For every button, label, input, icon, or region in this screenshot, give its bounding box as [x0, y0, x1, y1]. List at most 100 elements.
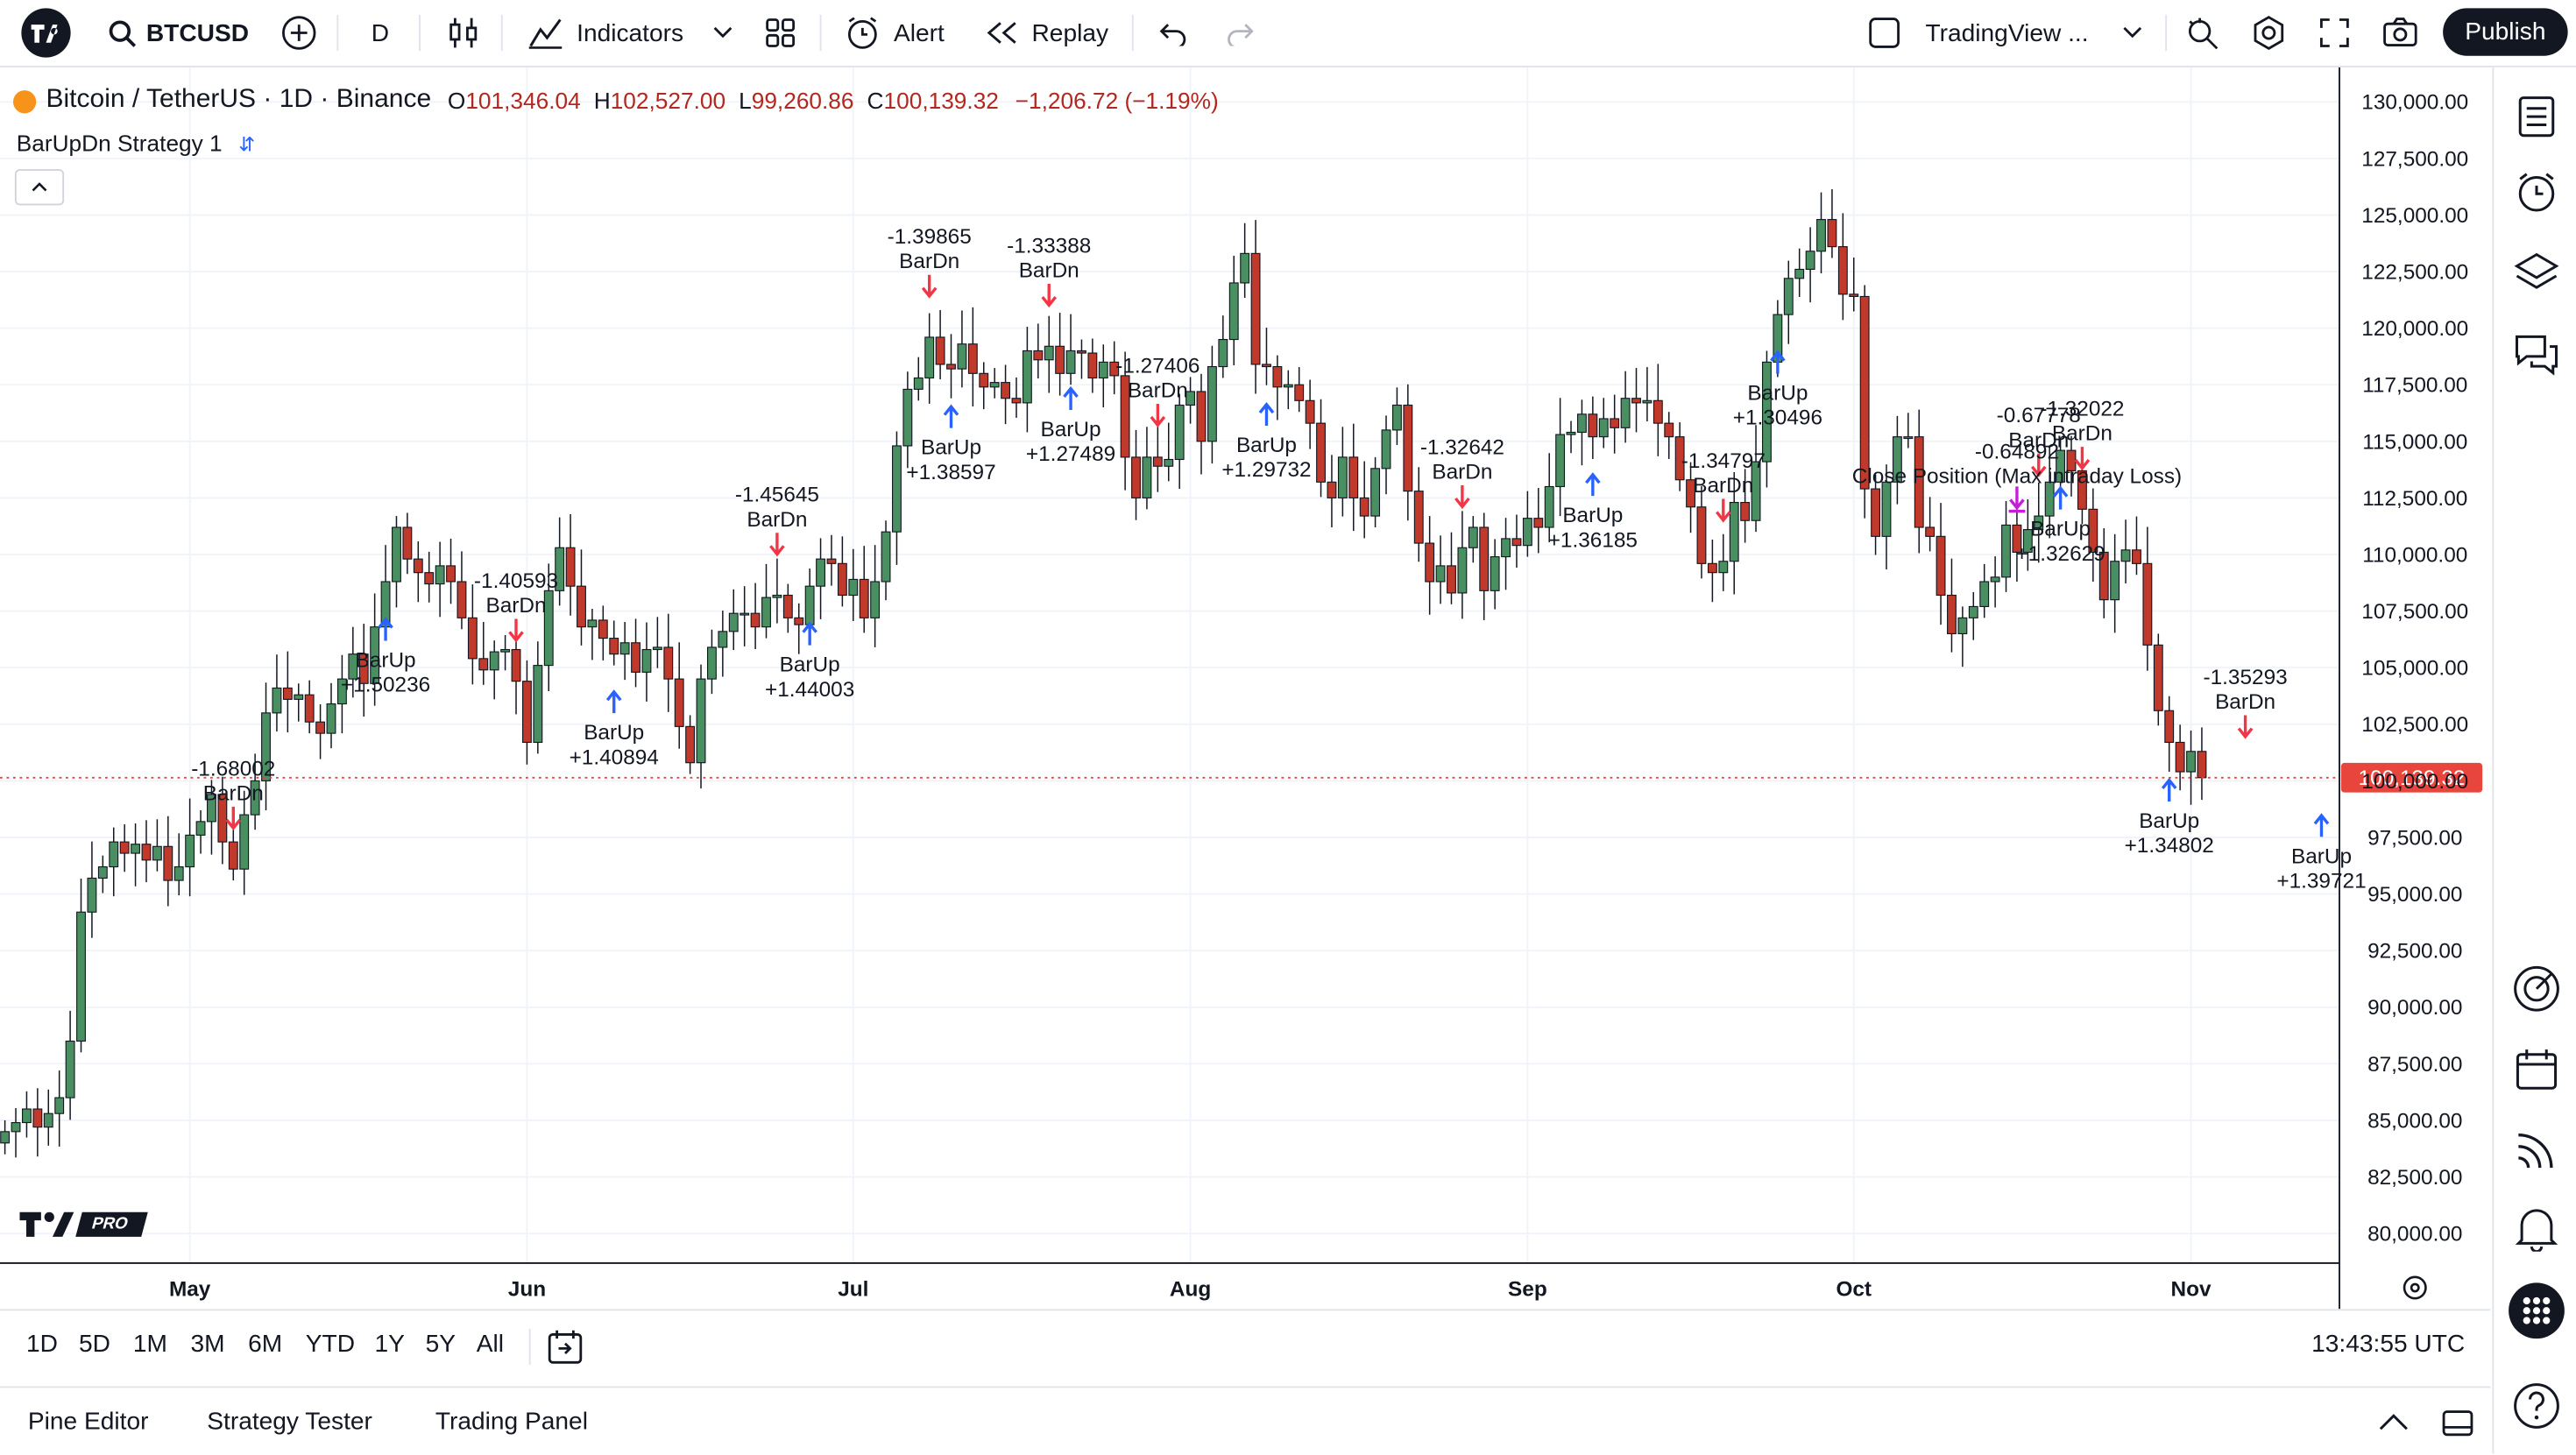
signal-down-arrow — [1043, 284, 1056, 305]
chevron-up-icon — [32, 182, 48, 192]
clock-label[interactable]: 13:43:55 UTC — [2311, 1331, 2465, 1359]
candle-body — [1284, 385, 1292, 387]
tab-pine-editor[interactable]: Pine Editor — [28, 1408, 149, 1436]
range-1m[interactable]: 1M — [133, 1331, 167, 1359]
indicators-button[interactable]: Indicators — [527, 0, 683, 66]
candle-body — [1578, 414, 1587, 433]
candle-body — [1806, 251, 1815, 270]
publish-button[interactable]: Publish — [2443, 8, 2568, 55]
candle-body — [1327, 482, 1336, 498]
news-feed-button[interactable] — [2516, 1128, 2558, 1179]
candle-body — [1066, 350, 1075, 373]
compare-symbol-button[interactable] — [281, 0, 317, 66]
range-3m[interactable]: 3M — [191, 1331, 225, 1359]
redo-button[interactable] — [1226, 0, 1256, 66]
maximize-panel-button[interactable] — [2441, 1409, 2474, 1445]
symbol-search-button[interactable]: BTCUSD — [109, 0, 249, 66]
range-ytd[interactable]: YTD — [306, 1331, 355, 1359]
high-value: 102,527.00 — [611, 87, 725, 113]
strategy-settings-icon[interactable]: ⇵ — [238, 133, 255, 156]
tab-trading-panel[interactable]: Trading Panel — [435, 1408, 588, 1436]
axis-settings-icon[interactable] — [2404, 1277, 2425, 1298]
layout-checkbox[interactable] — [1868, 0, 1901, 66]
watchlist-button[interactable] — [2517, 95, 2557, 146]
signal-value-label: +1.27489 — [1026, 442, 1115, 466]
range-5y[interactable]: 5Y — [426, 1331, 456, 1359]
layout-name[interactable]: TradingView ... — [1926, 0, 2089, 66]
candle-body — [610, 639, 619, 654]
candle-body — [457, 582, 466, 618]
help-button[interactable] — [2512, 1381, 2561, 1439]
camera-icon — [2382, 17, 2418, 50]
fullscreen-button[interactable] — [2318, 0, 2352, 66]
signal-type-label: BarUp — [2030, 518, 2091, 541]
tab-strategy-tester[interactable]: Strategy Tester — [207, 1408, 372, 1436]
divider — [501, 15, 503, 51]
divider — [1132, 15, 1134, 51]
range-1y[interactable]: 1Y — [375, 1331, 405, 1359]
layers-icon — [2514, 251, 2560, 294]
indicators-dropdown[interactable] — [713, 0, 733, 66]
calendar-button[interactable] — [2516, 1048, 2558, 1098]
signal-type-label: BarDn — [1432, 460, 1492, 484]
quick-search-button[interactable] — [2185, 0, 2221, 66]
signal-type-label: BarUp — [2139, 809, 2199, 833]
products-button[interactable] — [2509, 1282, 2565, 1338]
magic-search-icon — [2185, 15, 2221, 51]
candle-body — [2197, 752, 2206, 778]
candle-body — [620, 643, 629, 654]
interval-button[interactable]: D — [372, 0, 389, 66]
candle-body — [1904, 437, 1913, 439]
object-tree-button[interactable] — [2514, 251, 2560, 302]
candle-body — [1610, 419, 1619, 427]
candle-body — [164, 846, 173, 880]
candle-body — [1958, 618, 1967, 633]
chart-type-button[interactable] — [447, 0, 480, 66]
collapse-legend-button[interactable] — [15, 169, 64, 205]
time-tick-label: Sep — [1508, 1277, 1547, 1301]
chats-button[interactable] — [2514, 332, 2560, 386]
layout-dropdown[interactable] — [2123, 0, 2143, 66]
price-chart[interactable]: 100,139.32 -1.68002BarDnBarUp+1.50236-1.… — [0, 67, 2491, 1310]
expand-panel-button[interactable] — [2377, 1411, 2410, 1441]
ideas-button[interactable] — [2512, 964, 2561, 1022]
divider — [336, 15, 338, 51]
candle-body — [817, 559, 825, 586]
settings-button[interactable] — [2251, 0, 2287, 66]
alerts-button[interactable] — [2516, 171, 2558, 222]
range-5d[interactable]: 5D — [79, 1331, 110, 1359]
price-tick-label: 115,000.00 — [2362, 430, 2467, 454]
snapshot-button[interactable] — [2382, 0, 2418, 66]
candle-body — [740, 613, 749, 615]
signal-value-label: -1.32022 — [2040, 397, 2124, 420]
candle-body — [523, 682, 532, 743]
candle-body — [186, 835, 195, 866]
undo-button[interactable] — [1158, 0, 1188, 66]
price-tick-label: 92,500.00 — [2367, 940, 2462, 964]
candle-body — [77, 912, 86, 1041]
go-to-date-button[interactable] — [547, 1329, 583, 1374]
candle-body — [718, 632, 727, 647]
notifications-button[interactable] — [2516, 1205, 2558, 1260]
price-tick-label: 82,500.00 — [2367, 1166, 2462, 1190]
range-all[interactable]: All — [477, 1331, 504, 1359]
range-1d[interactable]: 1D — [26, 1331, 58, 1359]
high-label: H — [594, 87, 611, 113]
range-6m[interactable]: 6M — [248, 1331, 282, 1359]
candle-body — [1458, 547, 1467, 593]
tradingview-logo-icon[interactable] — [20, 0, 73, 66]
time-tick-label: Oct — [1836, 1277, 1872, 1301]
replay-button[interactable]: Replay — [986, 0, 1108, 66]
signal-type-label: BarDn — [1128, 378, 1188, 402]
candle-body — [805, 586, 814, 625]
candle-body — [1263, 364, 1271, 367]
alert-button[interactable]: Alert — [845, 0, 945, 66]
gear-icon — [2251, 15, 2287, 51]
candle-body — [990, 383, 999, 387]
layouts-button[interactable] — [764, 0, 797, 66]
candle-body — [414, 559, 422, 573]
chevron-down-icon — [2123, 26, 2143, 39]
strategy-legend[interactable]: BarUpDn Strategy 1 ⇵ — [17, 130, 255, 156]
candle-body — [762, 597, 771, 627]
signal-value-label: -1.35293 — [2204, 666, 2288, 689]
